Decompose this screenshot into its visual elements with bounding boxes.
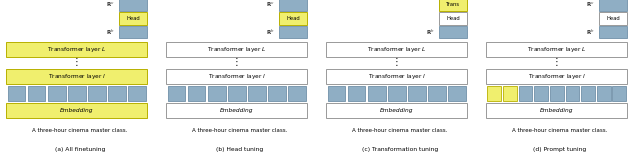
Bar — [599, 26, 627, 38]
Text: ⋮: ⋮ — [552, 57, 562, 67]
Bar — [119, 0, 147, 11]
Bar — [228, 86, 246, 101]
Bar — [6, 42, 147, 57]
Bar — [288, 86, 306, 101]
Bar — [408, 86, 426, 101]
Bar — [428, 86, 446, 101]
Text: Transformer layer $\it{L}$: Transformer layer $\it{L}$ — [527, 45, 587, 54]
Bar — [439, 26, 467, 38]
Text: Transformer layer $\it{l}$: Transformer layer $\it{l}$ — [47, 72, 106, 81]
Bar — [8, 86, 26, 101]
Bar — [550, 86, 564, 101]
Text: (d) Prompt tuning: (d) Prompt tuning — [533, 147, 587, 152]
Text: Embedding: Embedding — [540, 108, 573, 113]
Text: Head: Head — [126, 16, 140, 21]
Text: A three-hour cinema master class.: A three-hour cinema master class. — [32, 128, 128, 133]
Bar — [108, 86, 126, 101]
Text: $\mathbf{R}^h$: $\mathbf{R}^h$ — [426, 28, 435, 37]
Bar — [388, 86, 406, 101]
Text: Transformer layer $\it{l}$: Transformer layer $\it{l}$ — [527, 72, 586, 81]
Text: Embedding: Embedding — [220, 108, 253, 113]
Bar — [326, 103, 467, 118]
Text: Transformer layer $\it{L}$: Transformer layer $\it{L}$ — [47, 45, 107, 54]
Text: ⋮: ⋮ — [72, 57, 82, 67]
Bar — [119, 12, 147, 25]
Bar — [368, 86, 385, 101]
Bar — [448, 86, 466, 101]
Bar — [534, 86, 548, 101]
Text: ⋮: ⋮ — [392, 57, 402, 67]
Text: Transformer layer $\it{L}$: Transformer layer $\it{L}$ — [367, 45, 427, 54]
Bar — [486, 103, 627, 118]
Text: A three-hour cinema master class.: A three-hour cinema master class. — [512, 128, 608, 133]
Text: Embedding: Embedding — [380, 108, 413, 113]
Bar — [439, 0, 467, 11]
Bar — [48, 86, 65, 101]
Bar — [581, 86, 595, 101]
Bar — [268, 86, 286, 101]
Bar — [88, 86, 106, 101]
Text: $\mathbf{R}^v$: $\mathbf{R}^v$ — [586, 0, 595, 9]
Bar — [328, 86, 346, 101]
Bar — [279, 0, 307, 11]
Bar — [248, 86, 266, 101]
Text: Head: Head — [286, 16, 300, 21]
Bar — [6, 69, 147, 84]
Bar — [28, 86, 45, 101]
Bar — [486, 69, 627, 84]
Bar — [348, 86, 365, 101]
Bar — [599, 0, 627, 11]
Text: A three-hour cinema master class.: A three-hour cinema master class. — [352, 128, 448, 133]
Text: $\mathbf{R}^h$: $\mathbf{R}^h$ — [266, 28, 275, 37]
Text: (a) All finetuning: (a) All finetuning — [55, 147, 105, 152]
Text: Trans: Trans — [446, 2, 460, 7]
Text: $\mathbf{R}^v$: $\mathbf{R}^v$ — [266, 0, 275, 9]
Bar — [439, 12, 467, 25]
Bar — [612, 86, 627, 101]
Bar — [279, 12, 307, 25]
Text: $\mathbf{R}^v$: $\mathbf{R}^v$ — [106, 0, 115, 9]
Text: Embedding: Embedding — [60, 108, 93, 113]
Text: Transformer layer $\it{l}$: Transformer layer $\it{l}$ — [207, 72, 266, 81]
Bar — [166, 42, 307, 57]
Bar — [486, 42, 627, 57]
Bar — [326, 42, 467, 57]
Bar — [166, 69, 307, 84]
Text: Head: Head — [606, 16, 620, 21]
Text: $\mathbf{R}^h$: $\mathbf{R}^h$ — [586, 28, 595, 37]
Bar — [503, 86, 516, 101]
Bar — [119, 26, 147, 38]
Text: Head: Head — [446, 16, 460, 21]
Text: Transformer layer $\it{l}$: Transformer layer $\it{l}$ — [367, 72, 426, 81]
Bar — [6, 103, 147, 118]
Text: A three-hour cinema master class.: A three-hour cinema master class. — [192, 128, 288, 133]
Bar — [168, 86, 186, 101]
Bar — [208, 86, 225, 101]
Bar — [188, 86, 205, 101]
Text: $\mathbf{R}^h$: $\mathbf{R}^h$ — [106, 28, 115, 37]
Bar — [68, 86, 86, 101]
Bar — [566, 86, 579, 101]
Text: (b) Head tuning: (b) Head tuning — [216, 147, 264, 152]
Text: Transformer layer $\it{L}$: Transformer layer $\it{L}$ — [207, 45, 267, 54]
Bar — [326, 69, 467, 84]
Text: ⋮: ⋮ — [232, 57, 242, 67]
Bar — [599, 12, 627, 25]
Bar — [597, 86, 611, 101]
Bar — [279, 26, 307, 38]
Text: (c) Transformation tuning: (c) Transformation tuning — [362, 147, 438, 152]
Bar — [518, 86, 532, 101]
Bar — [128, 86, 146, 101]
Bar — [487, 86, 501, 101]
Bar — [166, 103, 307, 118]
